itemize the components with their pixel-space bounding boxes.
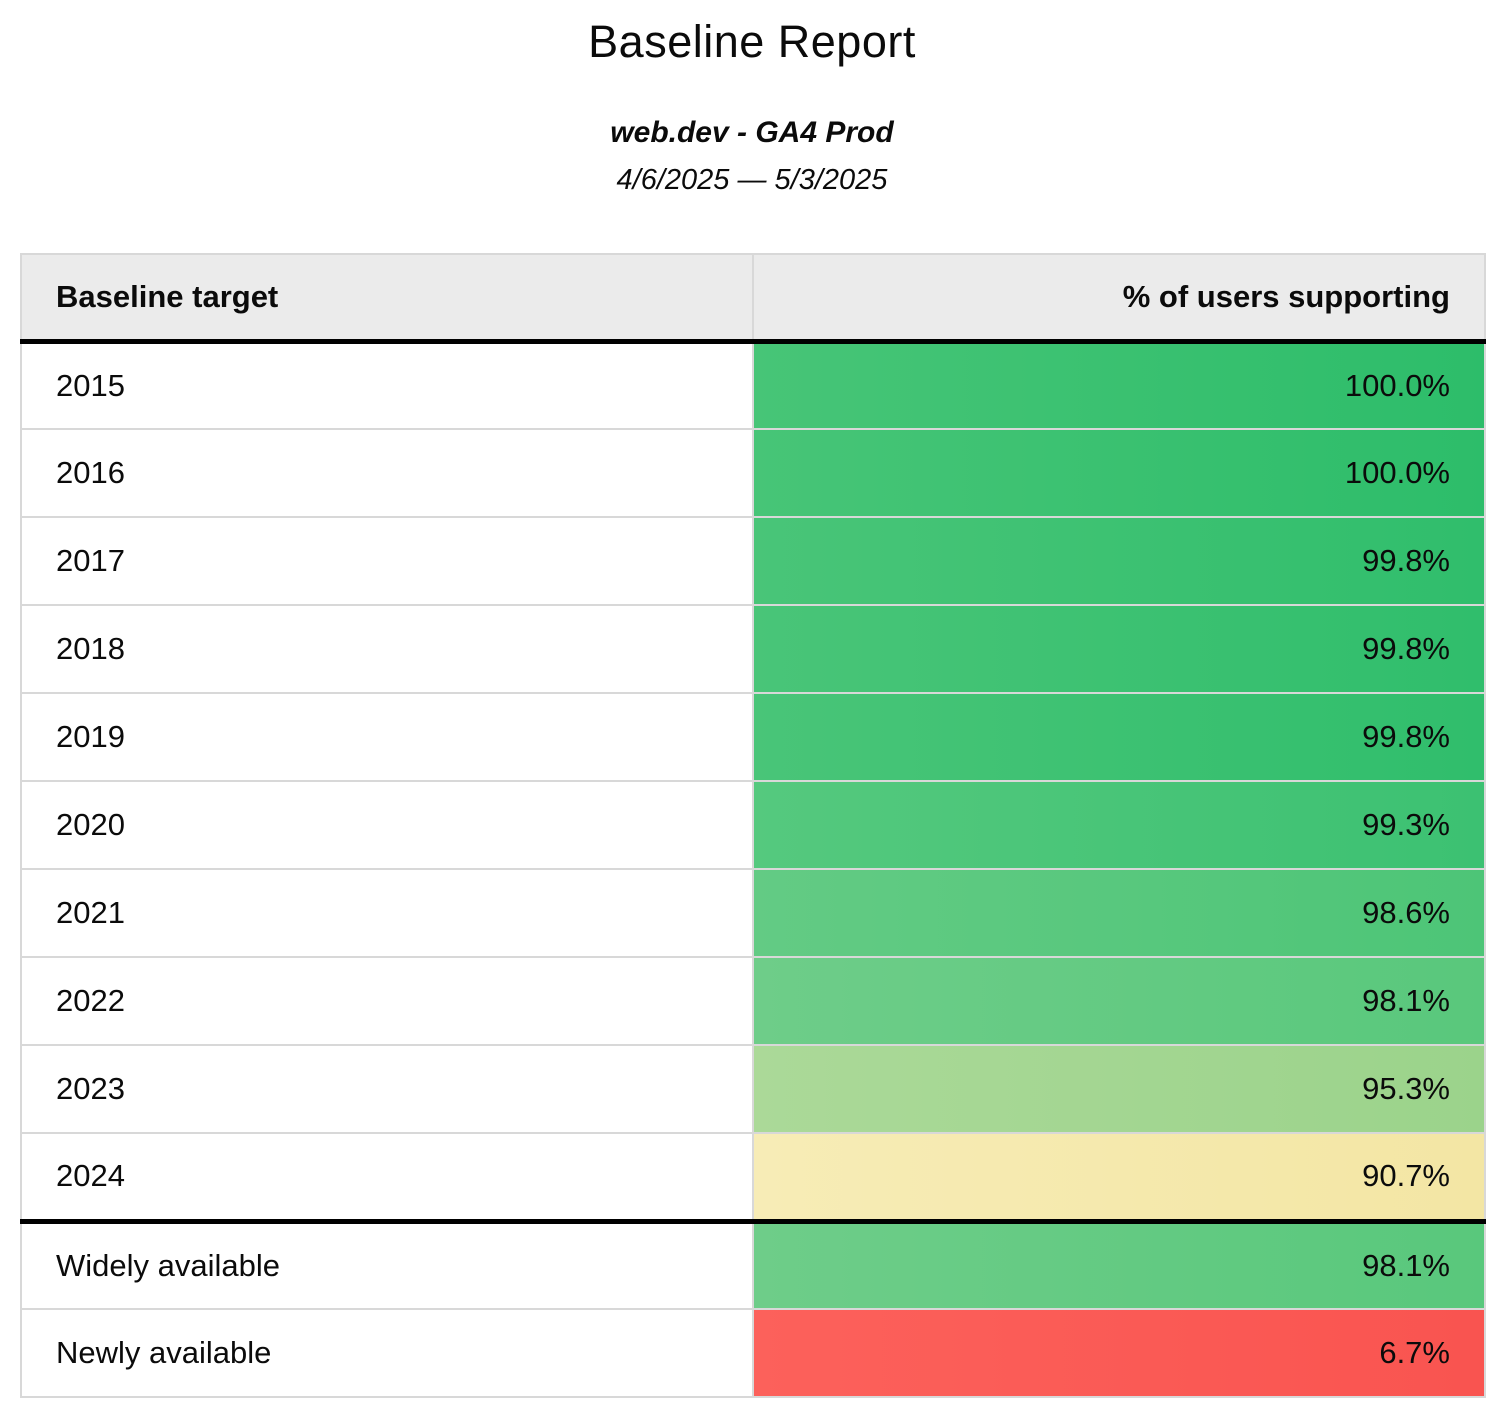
baseline-target-cell: 2016 bbox=[20, 428, 754, 518]
baseline-target-cell: 2019 bbox=[20, 692, 754, 782]
percent-supporting-cell: 98.6% bbox=[752, 868, 1486, 958]
table-row: 2015 100.0% bbox=[20, 340, 1486, 430]
baseline-target-cell: 2023 bbox=[20, 1044, 754, 1134]
percent-supporting-cell: 90.7% bbox=[752, 1132, 1486, 1222]
table-row: Widely available 98.1% bbox=[20, 1218, 1486, 1310]
baseline-table: Baseline target % of users supporting 20… bbox=[20, 253, 1486, 1398]
table-row: 2020 99.3% bbox=[20, 780, 1486, 870]
baseline-target-cell: 2017 bbox=[20, 516, 754, 606]
percent-supporting-cell: 99.8% bbox=[752, 692, 1486, 782]
table-header-row: Baseline target % of users supporting bbox=[20, 253, 1486, 344]
baseline-target-cell: Newly available bbox=[20, 1308, 754, 1398]
percent-supporting-cell: 98.1% bbox=[752, 1218, 1486, 1310]
baseline-target-cell: 2020 bbox=[20, 780, 754, 870]
percent-supporting-cell: 99.8% bbox=[752, 604, 1486, 694]
table-row: 2017 99.8% bbox=[20, 516, 1486, 606]
percent-supporting-cell: 99.3% bbox=[752, 780, 1486, 870]
column-header-users-supporting: % of users supporting bbox=[752, 253, 1486, 344]
table-row: 2022 98.1% bbox=[20, 956, 1486, 1046]
percent-supporting-cell: 100.0% bbox=[752, 428, 1486, 518]
percent-supporting-cell: 95.3% bbox=[752, 1044, 1486, 1134]
page-title: Baseline Report bbox=[588, 16, 916, 67]
baseline-target-cell: 2018 bbox=[20, 604, 754, 694]
table-header: Baseline target % of users supporting bbox=[20, 253, 1486, 344]
table-row: 2021 98.6% bbox=[20, 868, 1486, 958]
baseline-target-cell: 2024 bbox=[20, 1132, 754, 1222]
table-row: 2019 99.8% bbox=[20, 692, 1486, 782]
table-row: 2024 90.7% bbox=[20, 1132, 1486, 1222]
percent-supporting-cell: 6.7% bbox=[752, 1308, 1486, 1398]
report-date-range: 4/6/2025 — 5/3/2025 bbox=[616, 164, 888, 196]
table-row: 2023 95.3% bbox=[20, 1044, 1486, 1134]
column-header-baseline-target: Baseline target bbox=[20, 253, 754, 344]
percent-supporting-cell: 100.0% bbox=[752, 340, 1486, 430]
table-row: Newly available 6.7% bbox=[20, 1308, 1486, 1398]
baseline-target-cell: 2015 bbox=[20, 340, 754, 430]
table-row: 2016 100.0% bbox=[20, 428, 1486, 518]
table-body: 2015 100.0% 2016 100.0% 2017 99.8% 2018 … bbox=[20, 340, 1486, 1398]
report-subtitle: web.dev - GA4 Prod bbox=[610, 116, 894, 149]
percent-supporting-cell: 99.8% bbox=[752, 516, 1486, 606]
baseline-target-cell: 2022 bbox=[20, 956, 754, 1046]
baseline-target-cell: 2021 bbox=[20, 868, 754, 958]
baseline-target-cell: Widely available bbox=[20, 1218, 754, 1310]
table-row: 2018 99.8% bbox=[20, 604, 1486, 694]
percent-supporting-cell: 98.1% bbox=[752, 956, 1486, 1046]
